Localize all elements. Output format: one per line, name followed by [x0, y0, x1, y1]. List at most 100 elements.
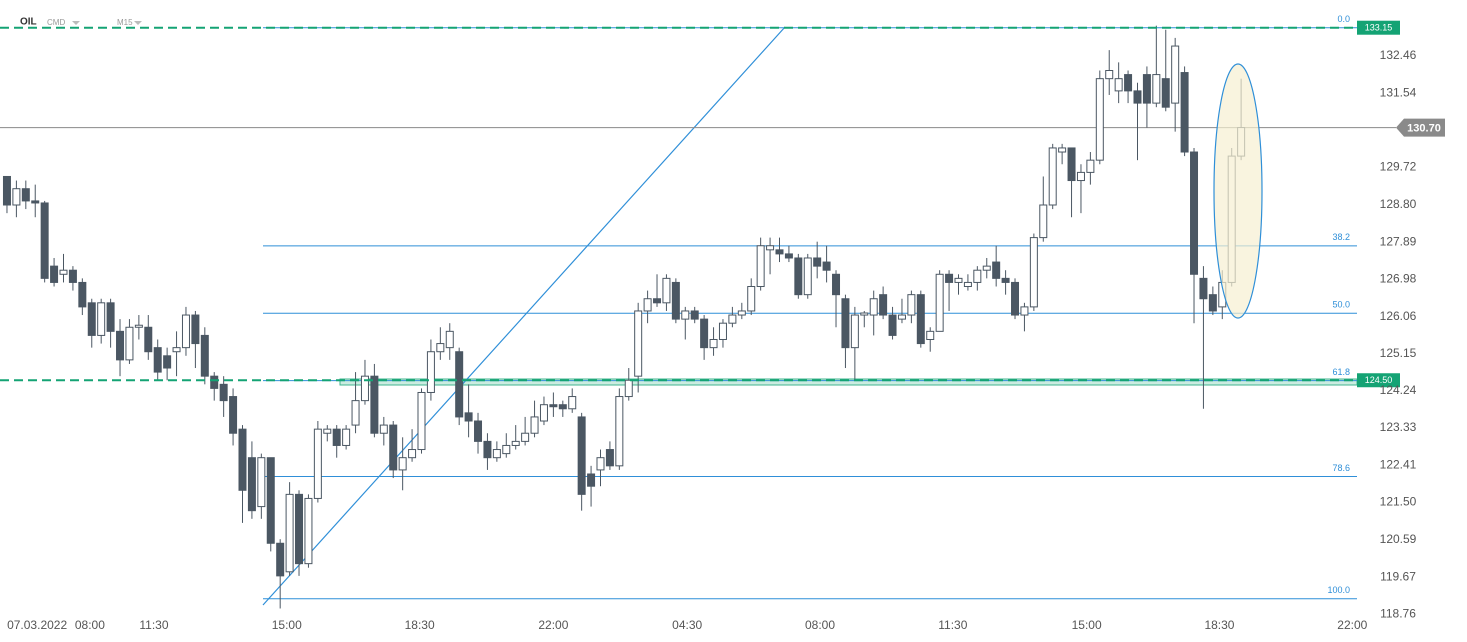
candle-body — [68, 269, 77, 283]
candle-body — [455, 351, 464, 418]
candle-body — [1076, 171, 1085, 182]
candle-body — [624, 379, 633, 398]
y-tick-label: 131.54 — [1380, 86, 1417, 100]
candle-body — [963, 281, 972, 288]
candle-body — [210, 375, 219, 389]
candle-body — [690, 310, 699, 320]
candle-body — [1171, 45, 1180, 104]
candle-body — [643, 298, 652, 312]
level-tag — [1357, 20, 1400, 35]
candle-body — [1067, 147, 1076, 182]
timeframe: M15 — [117, 18, 133, 27]
candle-body — [709, 338, 718, 349]
candle-body — [860, 312, 869, 316]
candle-body — [1011, 281, 1020, 316]
candle-body — [1029, 237, 1038, 308]
candle-body — [605, 449, 614, 467]
candle-body — [568, 396, 577, 410]
current-price-tag — [1396, 118, 1445, 137]
x-tick-label: 04:30 — [672, 618, 702, 632]
candle-body — [313, 428, 322, 499]
fib-label: 61.8 — [1332, 367, 1350, 377]
candle-body — [945, 273, 954, 283]
x-tick-label: 08:00 — [75, 618, 105, 632]
candle-body — [1095, 78, 1104, 161]
fib-label: 78.6 — [1332, 463, 1350, 473]
y-tick-label: 126.98 — [1380, 271, 1417, 285]
candle-body — [634, 310, 643, 377]
candle-body — [97, 302, 106, 336]
candle-body — [445, 330, 454, 349]
y-tick-label: 126.06 — [1380, 309, 1417, 323]
candle-body — [926, 330, 935, 340]
y-tick-label: 132.46 — [1380, 48, 1417, 62]
candle-body — [539, 404, 548, 422]
candle-body — [219, 383, 228, 402]
candle-body — [1190, 151, 1199, 275]
x-tick-label: 07.03.2022 — [7, 618, 67, 632]
candle-body — [671, 281, 680, 320]
fib-label: 0.0 — [1337, 14, 1350, 24]
candle-body — [1058, 147, 1067, 153]
trend-line — [262, 26, 786, 606]
highlight-ellipse — [1213, 63, 1263, 319]
candle-body — [266, 457, 275, 544]
candle-body — [1180, 72, 1189, 153]
y-tick-label: 119.67 — [1380, 569, 1416, 583]
candle-body — [992, 261, 1001, 279]
x-tick-label: 18:30 — [405, 618, 435, 632]
candle-body — [747, 286, 756, 312]
candle-body — [332, 428, 341, 446]
candle-body — [125, 326, 134, 361]
market: CMD — [47, 18, 65, 27]
candle-body — [700, 318, 709, 349]
candle-body — [379, 424, 388, 434]
candle-body — [1199, 277, 1208, 300]
candle-body — [426, 351, 435, 393]
candle-body — [502, 444, 511, 455]
candle-body — [1114, 78, 1123, 92]
candle-body — [360, 375, 369, 402]
candle-body — [2, 175, 11, 206]
candle-body — [12, 188, 21, 206]
x-tick-label: 18:30 — [1204, 618, 1234, 632]
candle-body — [803, 257, 812, 296]
y-tick-label: 129.72 — [1380, 160, 1417, 174]
candle-body — [775, 249, 784, 255]
y-tick-label: 128.80 — [1380, 197, 1417, 211]
candle-body — [1020, 306, 1029, 316]
dropdown-arrow — [134, 21, 142, 25]
candle-body — [973, 269, 982, 283]
candle-body — [144, 326, 153, 353]
y-tick-label: 125.15 — [1380, 346, 1417, 360]
candle-body — [295, 493, 304, 565]
candle-body — [982, 265, 991, 271]
candle-body — [40, 202, 49, 279]
candle-body — [78, 281, 87, 308]
candle-body — [907, 294, 916, 316]
candle-body — [737, 310, 746, 316]
plot — [0, 25, 1396, 609]
candle-body — [285, 493, 294, 573]
candle-body — [530, 416, 539, 434]
candle-body — [1001, 277, 1010, 283]
candle-body — [766, 245, 775, 251]
candle-body — [756, 245, 765, 288]
candle-body — [172, 347, 181, 353]
candle-body — [511, 440, 520, 446]
candle-body — [304, 497, 313, 565]
candle-body — [417, 391, 426, 451]
candle-body — [1105, 70, 1114, 80]
y-tick-label: 123.33 — [1380, 420, 1417, 434]
candle-body — [577, 416, 586, 495]
candle-body — [822, 261, 831, 271]
candle-body — [521, 432, 530, 442]
candle-body — [954, 277, 963, 283]
y-tick-label: 121.50 — [1380, 495, 1417, 509]
candle-body — [813, 257, 822, 267]
y-tick-label: 118.76 — [1380, 606, 1416, 620]
candle-body — [794, 257, 803, 296]
level-label: 124.50 — [1365, 375, 1393, 385]
candle-body — [370, 375, 379, 434]
